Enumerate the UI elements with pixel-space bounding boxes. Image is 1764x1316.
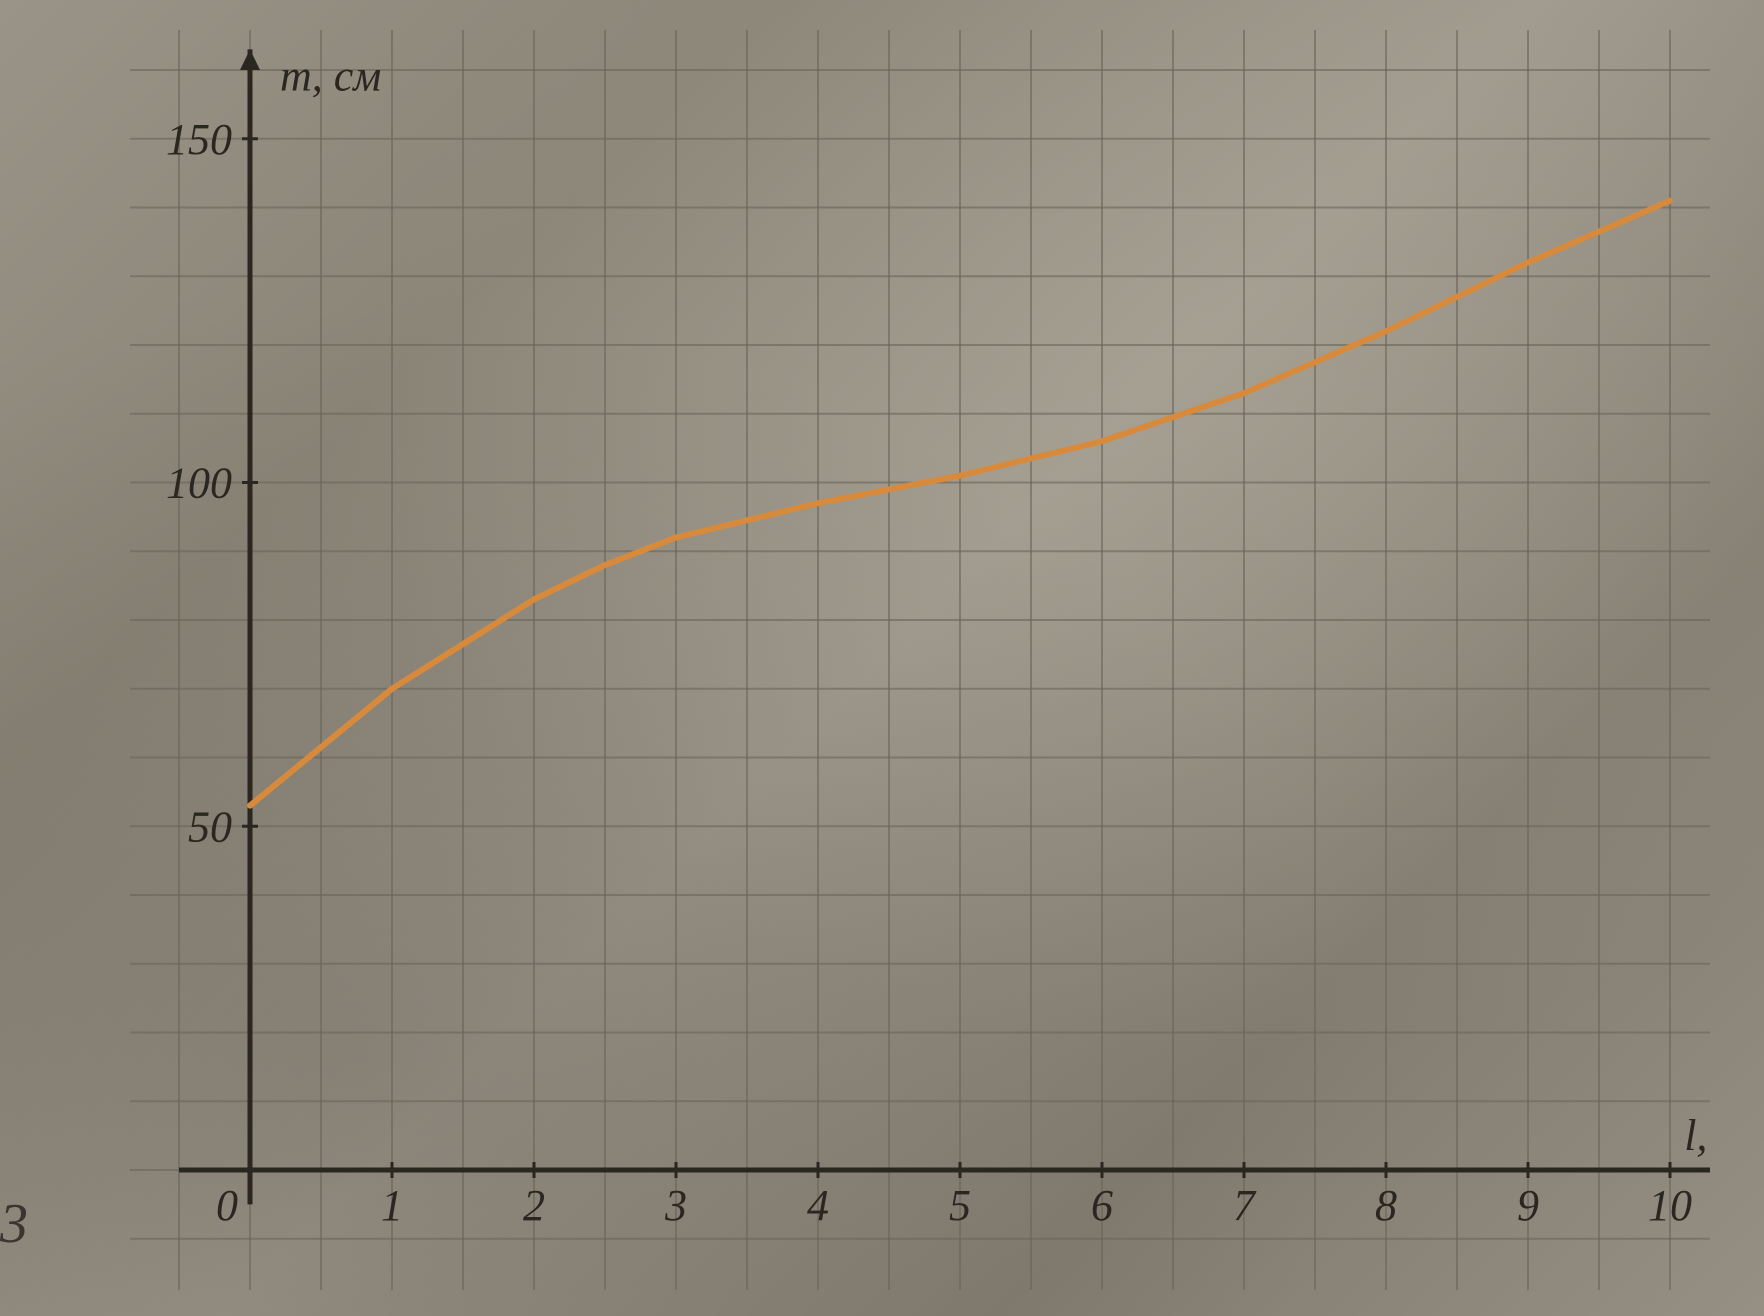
x-tick-label: 4 [807, 1181, 829, 1230]
x-tick-label: 8 [1375, 1181, 1397, 1230]
x-tick-label: 2 [523, 1181, 545, 1230]
x-tick-label: 0 [216, 1181, 238, 1230]
x-tick-label: 9 [1517, 1181, 1539, 1230]
y-tick-label: 50 [188, 802, 232, 851]
chart-container: m, см l, лет 50 100 150 0 1 2 3 4 5 6 7 8 9 10 [130, 30, 1710, 1290]
page-number: 3 [0, 1192, 28, 1256]
chart-svg: m, см l, лет 50 100 150 0 1 2 3 4 5 6 7 8 9 10 [130, 30, 1710, 1290]
y-tick-label: 150 [166, 115, 232, 164]
x-axis-label: l, лет [1684, 1111, 1710, 1160]
y-axis-label: m, см [280, 52, 381, 101]
x-tick-label: 5 [949, 1181, 971, 1230]
x-tick-label: 10 [1648, 1181, 1692, 1230]
x-tick-label: 6 [1091, 1181, 1113, 1230]
x-tick-label: 3 [664, 1181, 687, 1230]
y-tick-label: 100 [166, 459, 232, 508]
x-tick-label: 1 [381, 1181, 403, 1230]
y-axis-arrow [240, 49, 260, 70]
x-tick-label: 7 [1233, 1181, 1257, 1230]
